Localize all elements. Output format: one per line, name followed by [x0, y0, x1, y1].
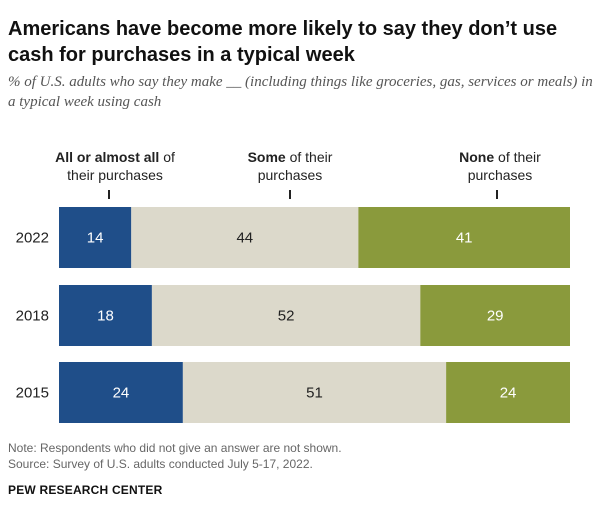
series-header-tick — [289, 190, 291, 199]
chart-subtitle: % of U.S. adults who say they make __ (i… — [8, 74, 593, 110]
category-label: 2015 — [16, 385, 49, 402]
chart-title: Americans have become more likely to say… — [8, 18, 558, 66]
bar-segment — [59, 207, 132, 268]
series-header-tick — [496, 190, 498, 199]
category-label: 2022 — [16, 230, 49, 247]
data-label: 24 — [113, 385, 130, 402]
data-label: 41 — [456, 230, 473, 247]
series-header-all: All or almost all of their purchases — [55, 149, 175, 183]
bar-segment — [59, 362, 183, 423]
series-header-none: None of their purchases — [459, 149, 541, 183]
data-label: 18 — [97, 308, 114, 325]
brand-logo-text: PEW RESEARCH CENTER — [8, 483, 163, 497]
data-label: 51 — [306, 385, 323, 402]
data-label: 44 — [236, 230, 253, 247]
bar-segment — [358, 207, 570, 268]
bar-segment — [131, 207, 359, 268]
bar-segment — [151, 285, 421, 346]
note-text: Note: Respondents who did not give an an… — [8, 441, 342, 455]
data-label: 52 — [278, 308, 295, 325]
series-header-tick — [108, 190, 110, 199]
source-text: Source: Survey of U.S. adults conducted … — [8, 457, 313, 471]
category-label: 2018 — [16, 308, 49, 325]
series-header-some: Some of their purchases — [247, 149, 333, 183]
bar-segment — [446, 362, 570, 423]
data-label: 24 — [500, 385, 517, 402]
bar-segment — [420, 285, 570, 346]
bar-segment — [59, 285, 152, 346]
bar-segment — [182, 362, 447, 423]
data-label: 14 — [87, 230, 104, 247]
data-label: 29 — [487, 308, 504, 325]
